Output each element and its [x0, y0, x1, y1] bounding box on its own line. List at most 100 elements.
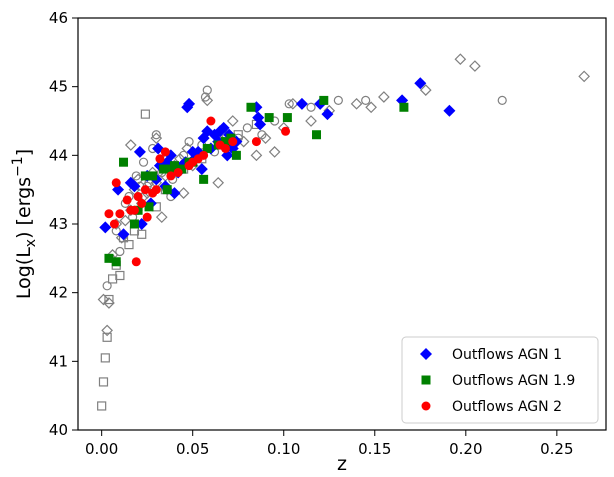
data-point [133, 145, 146, 158]
data-point [259, 132, 272, 145]
legend: Outflows AGN 1 Outflows AGN 1.9 Outflows A… [401, 336, 599, 424]
data-point [100, 353, 110, 363]
data-point [220, 137, 230, 147]
data-point [254, 118, 267, 131]
data-point [162, 185, 172, 195]
data-point [140, 171, 150, 181]
data-point [131, 171, 141, 181]
data-point [124, 139, 137, 151]
data-point [111, 178, 121, 188]
x-tick-label: 0.15 [358, 440, 391, 458]
data-point [242, 123, 252, 133]
data-point [469, 60, 481, 72]
y-axis-label-sub: x [23, 239, 39, 247]
data-point [184, 137, 194, 147]
data-point [206, 116, 216, 126]
x-tick-label: 0.20 [449, 440, 482, 458]
data-point [98, 377, 109, 387]
data-point [155, 211, 168, 223]
data-point [286, 97, 299, 110]
data-point [151, 130, 161, 140]
data-point [282, 113, 292, 123]
legend-marker [421, 401, 431, 411]
data-point [104, 294, 114, 305]
legend-label: Outflows AGN 1.9 [452, 373, 575, 389]
data-point [99, 221, 112, 234]
x-axis-ticks: 0.00 0.05 0.10 0.15 0.20 0.25 [85, 430, 574, 458]
x-tick-label: 0.25 [540, 440, 573, 458]
y-axis-label-sup: −1 [10, 156, 26, 177]
data-point [122, 195, 132, 205]
data-point [124, 240, 134, 250]
data-point [119, 157, 129, 167]
data-point [419, 84, 432, 96]
data-point [173, 168, 183, 177]
data-point [137, 229, 147, 239]
data-point [295, 97, 308, 110]
data-point [97, 401, 107, 411]
data-point [202, 85, 212, 95]
data-point [361, 95, 371, 106]
y-axis-label-main: Log(L [13, 247, 35, 299]
data-point [177, 164, 187, 174]
y-tick-label: 40 [49, 421, 68, 439]
data-point [138, 157, 149, 167]
data-point [199, 174, 209, 184]
data-point [131, 257, 141, 267]
data-point [97, 293, 110, 306]
legend-items: Outflows AGN 1 Outflows AGN 1.9 Outflows A… [420, 347, 575, 415]
series-diamond [99, 77, 456, 241]
data-point [109, 219, 119, 229]
data-point [144, 202, 154, 212]
y-axis-label-units: ) [ergs [13, 177, 35, 239]
x-tick-label: 0.00 [85, 440, 118, 458]
data-point [228, 137, 238, 147]
data-point [312, 130, 322, 140]
data-point [250, 149, 263, 162]
data-point [137, 198, 147, 208]
data-point [166, 171, 176, 181]
data-point [378, 91, 390, 103]
data-point [399, 102, 409, 112]
data-point [169, 161, 179, 171]
data-point [201, 94, 214, 107]
data-point [454, 53, 467, 66]
data-point [129, 219, 139, 229]
y-tick-label: 43 [49, 215, 68, 233]
data-points [97, 53, 591, 411]
data-point [104, 209, 114, 219]
data-point [183, 97, 196, 110]
data-point [414, 77, 427, 90]
data-point [104, 253, 114, 263]
data-point [365, 101, 377, 114]
y-axis-ticks: 40 41 42 43 44 45 46 [49, 9, 78, 439]
data-point [151, 185, 161, 195]
data-point [284, 99, 294, 109]
data-point [148, 171, 158, 181]
data-point [333, 95, 343, 106]
data-point [257, 130, 267, 140]
data-point [111, 257, 121, 267]
data-point [268, 146, 281, 158]
data-point [220, 143, 230, 153]
data-point [140, 185, 150, 195]
x-tick-label: 0.05 [176, 440, 209, 458]
y-axis-label: Log(Lx) [ergs−1] [10, 149, 39, 299]
legend-marker [421, 375, 431, 385]
data-point [155, 154, 165, 164]
data-point [140, 109, 150, 119]
data-point [142, 212, 152, 222]
data-point [128, 180, 141, 193]
y-tick-label: 42 [49, 284, 68, 302]
series-circle [104, 116, 291, 267]
data-point [115, 246, 125, 257]
data-point [177, 187, 190, 199]
data-point [578, 70, 591, 83]
data-point [159, 164, 169, 174]
data-point [226, 115, 239, 127]
data-point [251, 137, 261, 147]
data-point [321, 108, 334, 121]
data-point [160, 147, 170, 157]
data-point [115, 209, 125, 219]
